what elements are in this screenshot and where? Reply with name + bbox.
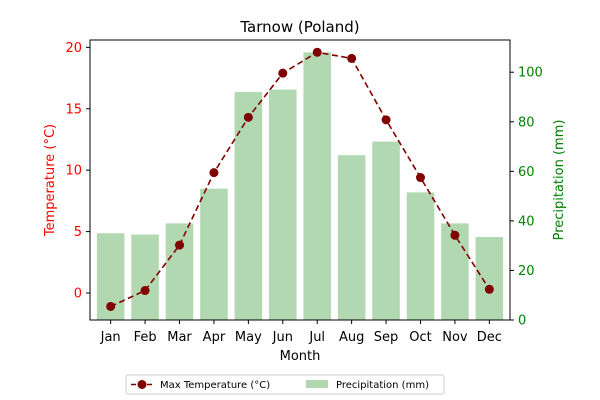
precipitation-bar-may bbox=[234, 92, 263, 320]
y-left-axis-label: Temperature (°C) bbox=[43, 124, 58, 237]
temperature-line-layer bbox=[106, 47, 494, 311]
temperature-point-nov bbox=[450, 230, 460, 240]
temperature-point-oct bbox=[415, 173, 425, 183]
y-right-tick-label: 40 bbox=[518, 214, 535, 229]
y-right-axis-label: Precipitation (mm) bbox=[552, 120, 567, 241]
precipitation-bar-jul bbox=[303, 52, 331, 321]
y-right-tick-label: 100 bbox=[518, 66, 543, 81]
plot-frame bbox=[89, 39, 511, 321]
y-right-axis-ticks: 0 20 40 60 80 100 bbox=[510, 66, 543, 329]
temperature-point-aug bbox=[347, 53, 357, 63]
x-tick-label: Mar bbox=[167, 330, 192, 345]
precipitation-bars bbox=[96, 52, 504, 321]
temperature-point-jul bbox=[312, 47, 322, 57]
precipitation-bar-sep bbox=[372, 141, 400, 320]
x-tick-label: Jul bbox=[308, 330, 325, 345]
y-left-tick-label: 5 bbox=[74, 225, 82, 240]
precipitation-bar-dec bbox=[475, 236, 504, 320]
y-left-axis-ticks: 0 5 10 15 20 bbox=[65, 41, 90, 301]
y-right-tick-label: 20 bbox=[518, 264, 535, 279]
temperature-line bbox=[110, 51, 491, 308]
x-tick-label: Nov bbox=[442, 330, 468, 345]
precipitation-bar-aug bbox=[337, 155, 366, 320]
x-axis-ticks: Jan Feb Mar Apr May Jun Jul Aug Sep Oct Nov Dec bbox=[100, 320, 502, 345]
temperature-point-dec bbox=[484, 284, 494, 294]
precipitation-bar-jun bbox=[269, 89, 297, 320]
y-right-tick-label: 0 bbox=[518, 314, 526, 329]
precipitation-bar-feb bbox=[131, 234, 159, 320]
y-right-tick-label: 80 bbox=[518, 115, 535, 130]
legend: Max Temperature (°C) Precipitation (mm) bbox=[125, 374, 445, 395]
legend-frame bbox=[125, 374, 445, 395]
y-left-tick-label: 0 bbox=[74, 286, 82, 301]
x-tick-label: Sep bbox=[374, 330, 399, 345]
legend-bar-swatch bbox=[306, 380, 328, 388]
x-tick-label: Apr bbox=[203, 330, 226, 345]
x-tick-label: Aug bbox=[339, 330, 364, 345]
x-tick-label: Jan bbox=[100, 330, 121, 345]
precipitation-bar-mar bbox=[165, 223, 194, 320]
temperature-point-jan bbox=[106, 301, 116, 311]
chart-title: Tarnow (Poland) bbox=[239, 18, 359, 36]
legend-entry-temperature: Max Temperature (°C) bbox=[160, 380, 270, 391]
y-left-tick-label: 20 bbox=[65, 41, 82, 56]
temperature-point-sep bbox=[381, 115, 391, 125]
legend-line-marker bbox=[137, 380, 147, 389]
x-axis-label: Month bbox=[280, 349, 321, 364]
y-left-tick-label: 15 bbox=[65, 102, 82, 117]
x-tick-label: Oct bbox=[409, 330, 431, 345]
x-tick-label: May bbox=[235, 330, 262, 345]
temperature-point-apr bbox=[209, 168, 219, 178]
x-tick-label: Feb bbox=[134, 330, 157, 345]
y-left-tick-label: 10 bbox=[65, 164, 82, 179]
x-tick-label: Jun bbox=[272, 330, 293, 345]
x-tick-label: Dec bbox=[477, 330, 502, 345]
temperature-point-may bbox=[243, 112, 253, 122]
precipitation-bar-apr bbox=[200, 188, 228, 320]
legend-entry-precipitation: Precipitation (mm) bbox=[336, 380, 429, 391]
temperature-point-mar bbox=[175, 240, 185, 250]
precipitation-bar-oct bbox=[406, 192, 435, 320]
temperature-point-jun bbox=[278, 68, 288, 78]
y-right-tick-label: 60 bbox=[518, 165, 535, 180]
temperature-point-feb bbox=[140, 286, 150, 296]
